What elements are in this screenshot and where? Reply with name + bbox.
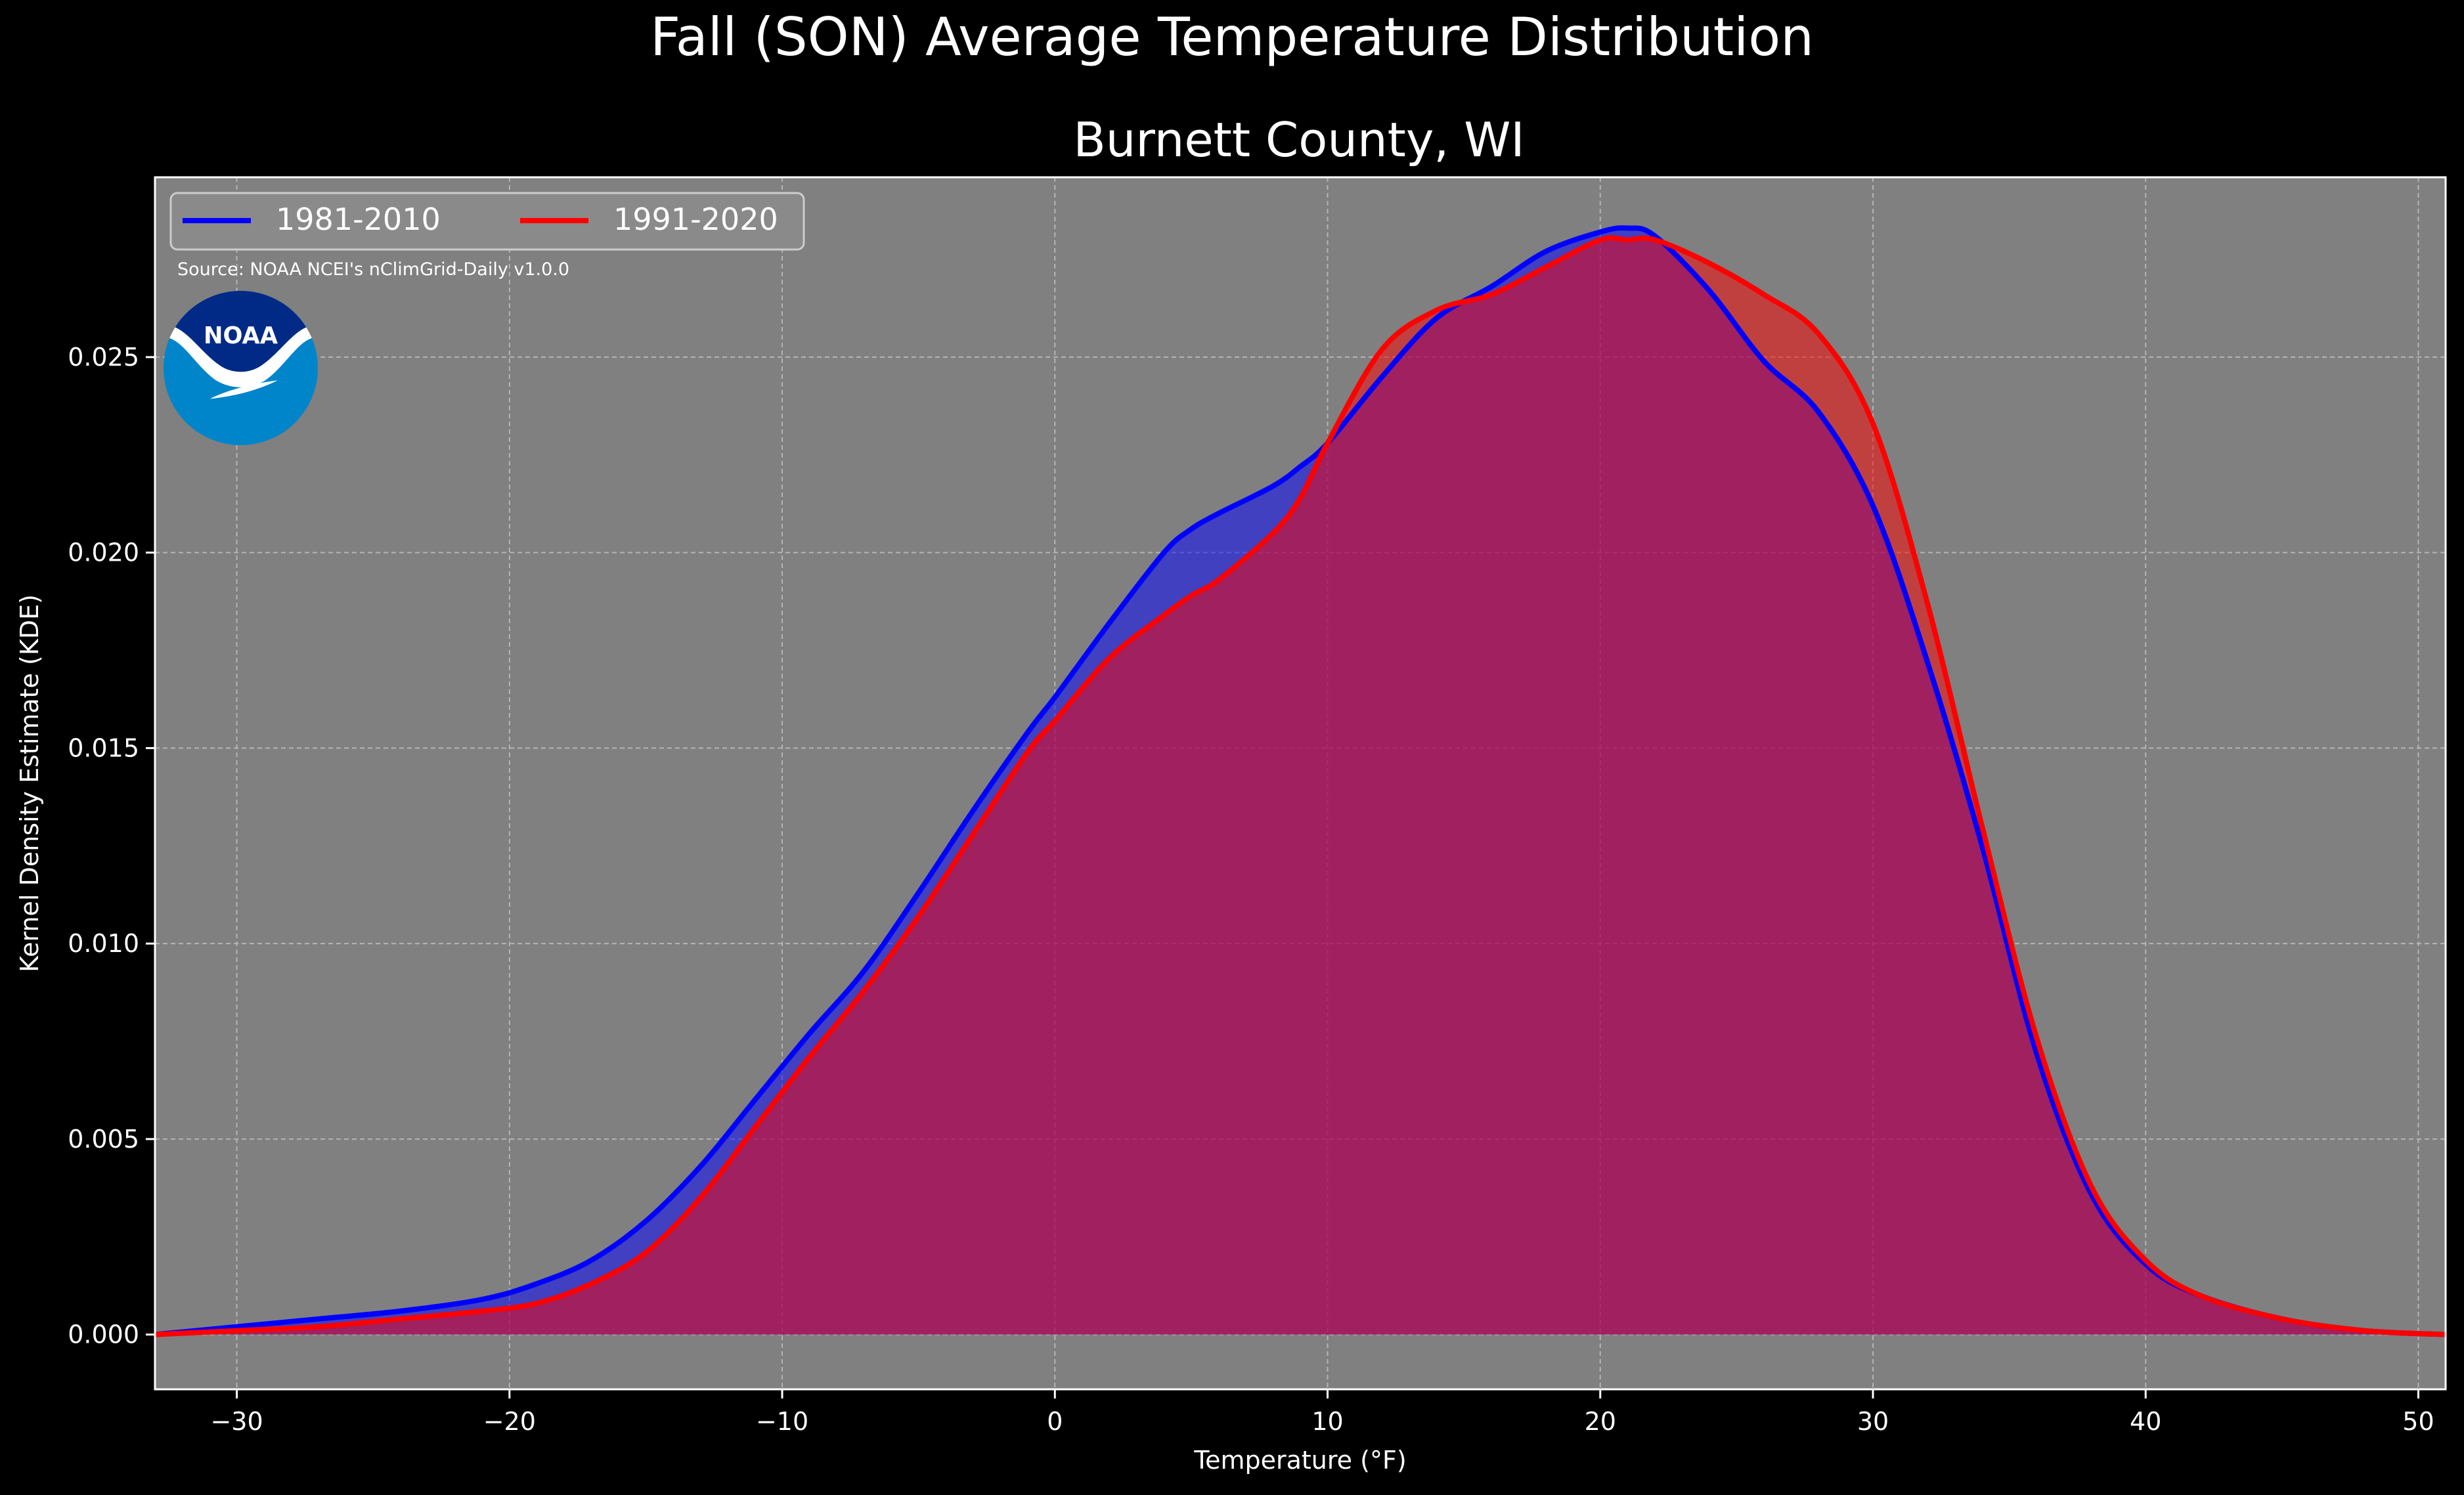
legend-label-1991-2020: 1991-2020	[613, 202, 778, 237]
y-tick-label: 0.005	[68, 1125, 139, 1154]
source-note: Source: NOAA NCEI's nClimGrid-Daily v1.0…	[177, 259, 569, 280]
x-tick-label: 10	[1311, 1407, 1343, 1436]
x-axis-label: Temperature (°F)	[1193, 1446, 1406, 1475]
x-tick-label: 0	[1047, 1407, 1063, 1436]
plot-frame	[154, 176, 2447, 1391]
noaa-logo-sky	[164, 291, 318, 372]
y-axis-ticks: 0.000 0.005 0.010 0.015 0.020 0.025	[68, 343, 155, 1349]
noaa-logo-wing	[209, 380, 278, 399]
series-lines	[154, 225, 2446, 1337]
legend-label-1981-2010: 1981-2010	[276, 202, 441, 237]
noaa-logo: NOAA	[164, 291, 318, 445]
y-tick-label: 0.000	[68, 1320, 139, 1349]
x-tick-label: 30	[1857, 1407, 1889, 1436]
y-axis-label: Kernel Density Estimate (KDE)	[15, 594, 44, 972]
x-tick-label: 40	[2130, 1407, 2161, 1436]
y-tick-label: 0.010	[68, 929, 139, 958]
y-tick-label: 0.020	[68, 538, 139, 567]
x-tick-label: 50	[2402, 1407, 2434, 1436]
noaa-logo-bird	[164, 324, 318, 387]
figure-title: Fall (SON) Average Temperature Distribut…	[650, 7, 1814, 68]
legend-box	[169, 192, 805, 251]
x-tick-label: 20	[1585, 1407, 1616, 1436]
legend: 1981-2010 1991-2020	[169, 192, 805, 251]
y-tick-label: 0.025	[68, 343, 139, 372]
x-tick-label: −20	[483, 1407, 536, 1436]
x-axis-ticks: −30 −20 −10 0 10 20 30 40 50	[210, 1389, 2434, 1436]
series-line-1991-2020	[154, 235, 2446, 1337]
noaa-logo-text: NOAA	[204, 322, 278, 349]
plot-subtitle: Burnett County, WI	[1073, 112, 1524, 167]
y-tick-label: 0.015	[68, 733, 139, 762]
x-tick-label: −10	[756, 1407, 808, 1436]
x-tick-label: −30	[210, 1407, 263, 1436]
